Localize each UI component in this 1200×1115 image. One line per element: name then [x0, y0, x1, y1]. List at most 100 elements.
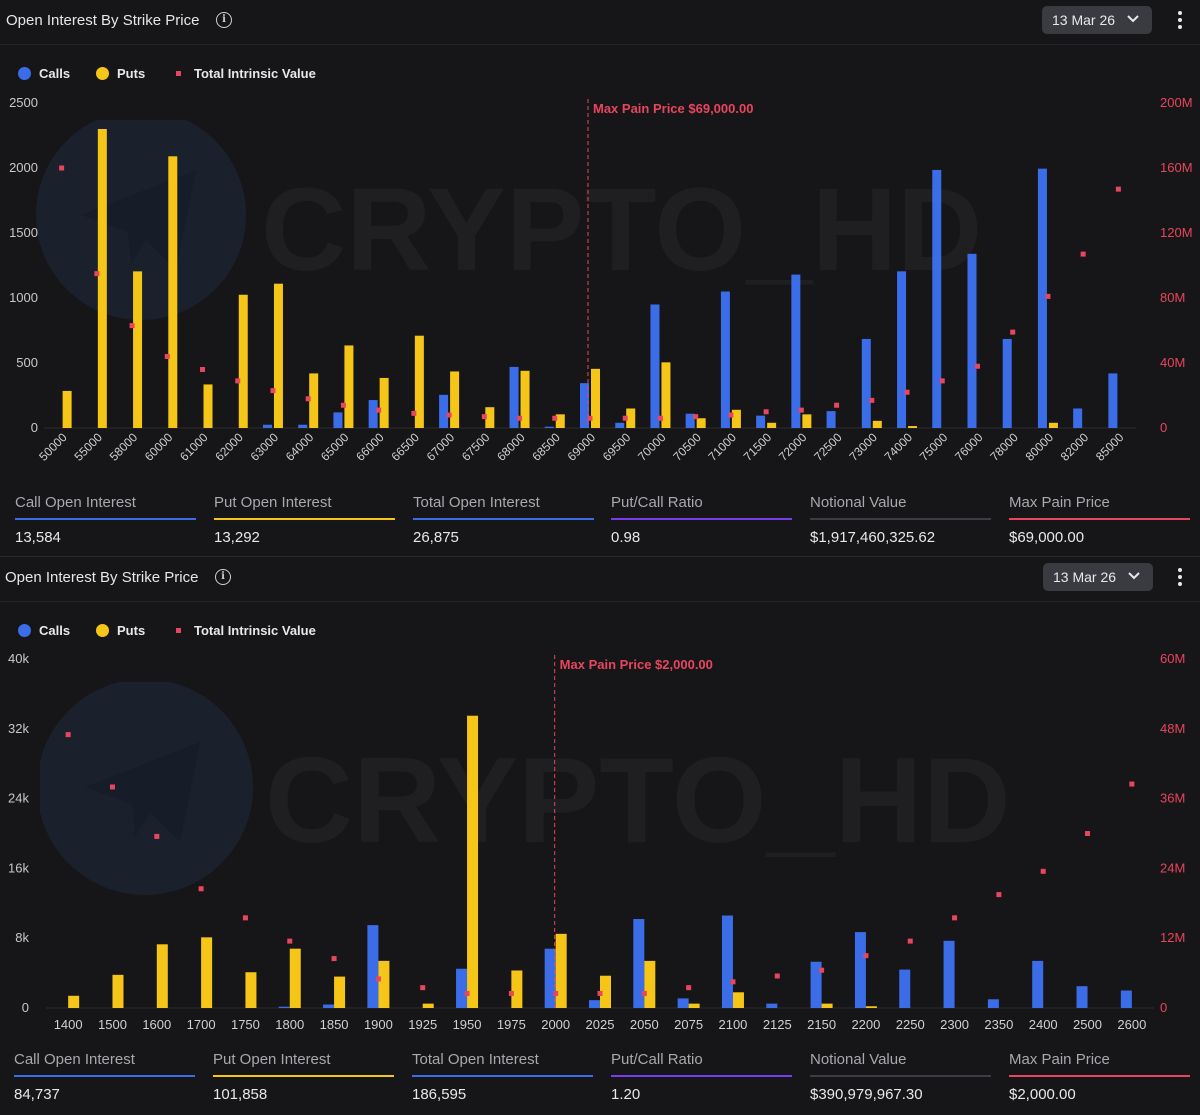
- x-tick-label: 55000: [71, 430, 105, 464]
- put-bar: [62, 390, 72, 428]
- date-select[interactable]: 13 Mar 26: [1043, 563, 1153, 591]
- stat-underline: [14, 1075, 195, 1077]
- x-tick-label: 66000: [353, 430, 387, 464]
- info-icon[interactable]: i: [215, 569, 231, 585]
- stat-total-oi: Total Open Interest 186,595: [412, 1051, 593, 1103]
- date-select-value: 13 Mar 26: [1052, 12, 1116, 28]
- legend-intrinsic[interactable]: Total Intrinsic Value: [172, 623, 316, 638]
- put-bar: [156, 944, 168, 1008]
- legend-calls[interactable]: Calls: [18, 66, 70, 81]
- stat-label: Max Pain Price: [1009, 494, 1110, 511]
- intrinsic-point: [411, 410, 417, 416]
- stat-notional: Notional Value $390,979,967.30: [810, 1051, 991, 1103]
- intrinsic-point: [863, 953, 869, 959]
- x-tick-label: 73000: [846, 430, 880, 464]
- intrinsic-point: [939, 378, 945, 384]
- x-tick-label: 1900: [364, 1017, 393, 1032]
- intrinsic-point: [164, 354, 170, 359]
- put-bar: [520, 370, 530, 428]
- intrinsic-point: [94, 271, 100, 277]
- intrinsic-marker-icon: [176, 628, 181, 633]
- date-select[interactable]: 13 Mar 26: [1042, 6, 1152, 34]
- intrinsic-point: [129, 323, 135, 329]
- legend-calls[interactable]: Calls: [18, 623, 70, 638]
- call-bar: [615, 422, 625, 428]
- put-bar: [865, 1006, 877, 1008]
- oi-panel-btc: Open Interest By Strike Price i 13 Mar 2…: [0, 0, 1200, 556]
- y-tick-label: 2500: [9, 95, 38, 110]
- y-tick-label: 16k: [8, 860, 29, 875]
- y2-tick-label: 200M: [1160, 95, 1193, 110]
- put-bar: [644, 960, 656, 1008]
- put-bar: [600, 975, 611, 1008]
- x-tick-label: 68500: [529, 430, 563, 464]
- info-icon[interactable]: i: [216, 12, 232, 28]
- stat-underline: [15, 518, 196, 520]
- put-bar: [422, 1003, 434, 1008]
- put-bar: [289, 948, 301, 1008]
- intrinsic-point: [553, 990, 559, 996]
- x-tick-label: 1975: [497, 1017, 526, 1032]
- max-pain-label: Max Pain Price $69,000.00: [593, 101, 753, 116]
- intrinsic-point: [1045, 293, 1051, 299]
- intrinsic-point: [728, 412, 734, 418]
- put-bar: [201, 937, 213, 1008]
- stat-underline: [213, 1075, 394, 1077]
- intrinsic-point: [109, 784, 115, 790]
- put-bar: [309, 373, 319, 428]
- stat-value: 186,595: [412, 1086, 467, 1103]
- call-bar: [456, 968, 468, 1008]
- stat-label: Put Open Interest: [213, 1051, 331, 1068]
- x-tick-label: 1600: [142, 1017, 171, 1032]
- stat-underline: [413, 518, 594, 520]
- call-bar: [685, 413, 695, 428]
- stat-call-oi: Call Open Interest 84,737: [14, 1051, 195, 1103]
- intrinsic-point: [340, 402, 346, 408]
- call-bar: [720, 291, 730, 428]
- puts-dot-icon: [96, 624, 109, 637]
- y-tick-label: 2000: [9, 160, 38, 175]
- put-bar: [872, 420, 882, 428]
- stat-label: Put/Call Ratio: [611, 1051, 703, 1068]
- intrinsic-point: [819, 967, 825, 973]
- panel-title: Open Interest By Strike Price: [6, 12, 200, 29]
- intrinsic-point: [198, 886, 204, 892]
- intrinsic-point: [641, 990, 647, 996]
- more-options-icon[interactable]: [1172, 8, 1188, 32]
- call-bar: [1002, 338, 1012, 428]
- panel-header: Open Interest By Strike Price i 13 Mar 2…: [0, 557, 1200, 602]
- intrinsic-point: [869, 397, 875, 403]
- x-tick-label: 2600: [1117, 1017, 1146, 1032]
- put-bar: [467, 715, 479, 1008]
- legend-puts[interactable]: Puts: [96, 623, 145, 638]
- x-tick-label: 66500: [388, 430, 422, 464]
- intrinsic-point: [481, 414, 487, 420]
- put-bar: [732, 992, 744, 1008]
- x-tick-label: 82000: [1058, 430, 1092, 464]
- x-tick-label: 64000: [283, 430, 317, 464]
- put-bar: [133, 271, 143, 428]
- legend-puts[interactable]: Puts: [96, 66, 145, 81]
- call-bar: [1076, 986, 1088, 1008]
- legend-intrinsic[interactable]: Total Intrinsic Value: [172, 66, 316, 81]
- legend-intrinsic-label: Total Intrinsic Value: [194, 66, 316, 81]
- intrinsic-point: [552, 415, 558, 421]
- x-tick-label: 60000: [142, 430, 176, 464]
- intrinsic-point: [154, 833, 160, 839]
- intrinsic-point: [587, 415, 593, 421]
- stat-label: Call Open Interest: [14, 1051, 135, 1068]
- x-tick-label: 2500: [1073, 1017, 1102, 1032]
- y2-tick-label: 160M: [1160, 160, 1193, 175]
- more-options-icon[interactable]: [1172, 565, 1188, 589]
- call-bar: [1032, 960, 1044, 1008]
- intrinsic-point: [287, 938, 293, 944]
- stat-call-oi: Call Open Interest 13,584: [15, 494, 196, 546]
- call-bar: [367, 925, 379, 1008]
- call-bar: [861, 338, 871, 428]
- stat-value: 1.20: [611, 1086, 641, 1103]
- intrinsic-point: [305, 396, 311, 402]
- oi-panel-eth: Open Interest By Strike Price i 13 Mar 2…: [0, 557, 1200, 1115]
- x-tick-label: 71500: [741, 430, 775, 464]
- intrinsic-point: [1040, 868, 1046, 874]
- legend-puts-label: Puts: [117, 66, 146, 81]
